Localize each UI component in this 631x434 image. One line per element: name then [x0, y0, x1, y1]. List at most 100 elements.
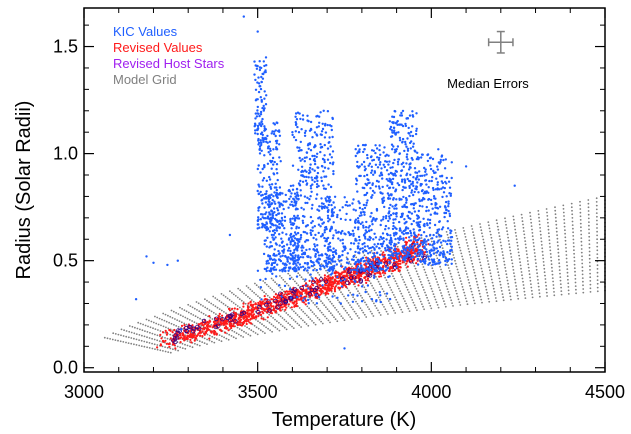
model-grid-point [304, 312, 306, 315]
kic-value-point [330, 226, 333, 229]
model-grid-point [486, 291, 488, 294]
kic-value-point [412, 249, 415, 252]
kic-value-point [295, 187, 299, 191]
kic-value-point [330, 203, 333, 207]
model-grid-point [185, 323, 188, 326]
model-grid-point [159, 349, 162, 352]
kic-value-point [349, 233, 352, 236]
model-grid-point [429, 285, 432, 287]
revised-host-star-point [319, 277, 324, 282]
revised-value-point [424, 251, 427, 254]
revised-value-point [259, 313, 262, 316]
model-grid-point [429, 304, 432, 307]
kic-value-point [316, 250, 319, 253]
kic-value-point [263, 239, 266, 242]
model-grid-point [405, 286, 408, 289]
kic-value-point [389, 213, 393, 217]
kic-value-point [294, 204, 297, 207]
model-grid-point [125, 330, 128, 332]
revised-value-point [218, 317, 221, 320]
kic-value-point [271, 262, 274, 265]
model-grid-point [300, 276, 303, 279]
kic-value-point [365, 201, 368, 204]
model-grid-point [359, 294, 362, 297]
model-grid-point [283, 310, 286, 313]
kic-value-point [275, 139, 279, 142]
revised-value-point [188, 335, 191, 338]
kic-value-point [388, 197, 392, 200]
kic-value-point [410, 234, 413, 237]
kic-value-point [269, 153, 272, 156]
model-grid-point [482, 276, 485, 279]
kic-value-point [402, 161, 405, 164]
model-grid-point [265, 283, 268, 286]
kic-value-point [339, 231, 343, 234]
kic-value-point [261, 216, 264, 219]
model-grid-point [587, 210, 590, 212]
model-grid-point [589, 291, 592, 293]
kic-value-point [361, 208, 364, 211]
model-grid-point [498, 232, 500, 234]
model-grid-point [227, 338, 230, 341]
model-grid-point [523, 287, 525, 290]
kic-value-point [378, 148, 381, 152]
kic-value-point [411, 125, 414, 128]
kic-value-point [310, 264, 313, 268]
revised-value-point [225, 322, 229, 325]
model-grid-point [347, 314, 350, 316]
revised-value-point [284, 290, 287, 293]
kic-value-point [362, 203, 366, 207]
revised-value-point [357, 284, 360, 287]
model-grid-point [541, 247, 544, 250]
kic-value-point [365, 220, 368, 224]
kic-value-point [293, 269, 296, 272]
kic-value-point [415, 112, 418, 115]
revised-value-point [388, 269, 391, 273]
model-grid-point [359, 307, 362, 310]
model-grid-point [509, 295, 512, 298]
model-grid-point [266, 294, 269, 297]
kic-value-point [413, 190, 416, 194]
kic-value-point [395, 203, 398, 206]
model-grid-point [457, 298, 460, 301]
kic-value-point [317, 166, 320, 169]
model-grid-point [218, 300, 221, 302]
model-grid-point [555, 220, 557, 223]
kic-value-point [320, 176, 323, 179]
model-grid-point [310, 276, 313, 278]
model-grid-point [521, 217, 523, 219]
model-grid-point [532, 242, 535, 244]
kic-value-point [256, 223, 259, 226]
model-grid-point [540, 237, 542, 240]
kic-value-point [276, 172, 279, 175]
kic-value-point [294, 130, 297, 133]
revised-value-point [384, 256, 387, 260]
kic-value-point [332, 172, 335, 176]
model-grid-point [571, 209, 573, 212]
model-grid-point [529, 279, 532, 282]
model-grid-point [393, 309, 395, 312]
kic-value-point [411, 134, 415, 138]
model-grid-point [440, 268, 442, 271]
model-grid-point [162, 312, 165, 315]
model-grid-point [456, 268, 459, 271]
model-grid-point [444, 282, 447, 285]
revised-value-point [391, 269, 394, 273]
revised-value-point [219, 328, 222, 331]
revised-value-point [242, 305, 245, 308]
kic-value-point [363, 206, 367, 210]
revised-value-point [327, 285, 330, 288]
kic-value-point [288, 197, 291, 201]
kic-value-point [412, 232, 416, 235]
kic-value-point [390, 129, 394, 132]
model-grid-point [237, 313, 239, 315]
model-grid-point [423, 268, 426, 271]
kic-value-point [275, 148, 279, 151]
kic-value-point [396, 123, 399, 127]
model-grid-point [490, 278, 493, 281]
revised-value-point [379, 272, 382, 275]
kic-value-point [371, 245, 374, 249]
kic-value-point [261, 122, 264, 126]
model-grid-point [522, 223, 524, 226]
model-grid-point [292, 278, 295, 281]
